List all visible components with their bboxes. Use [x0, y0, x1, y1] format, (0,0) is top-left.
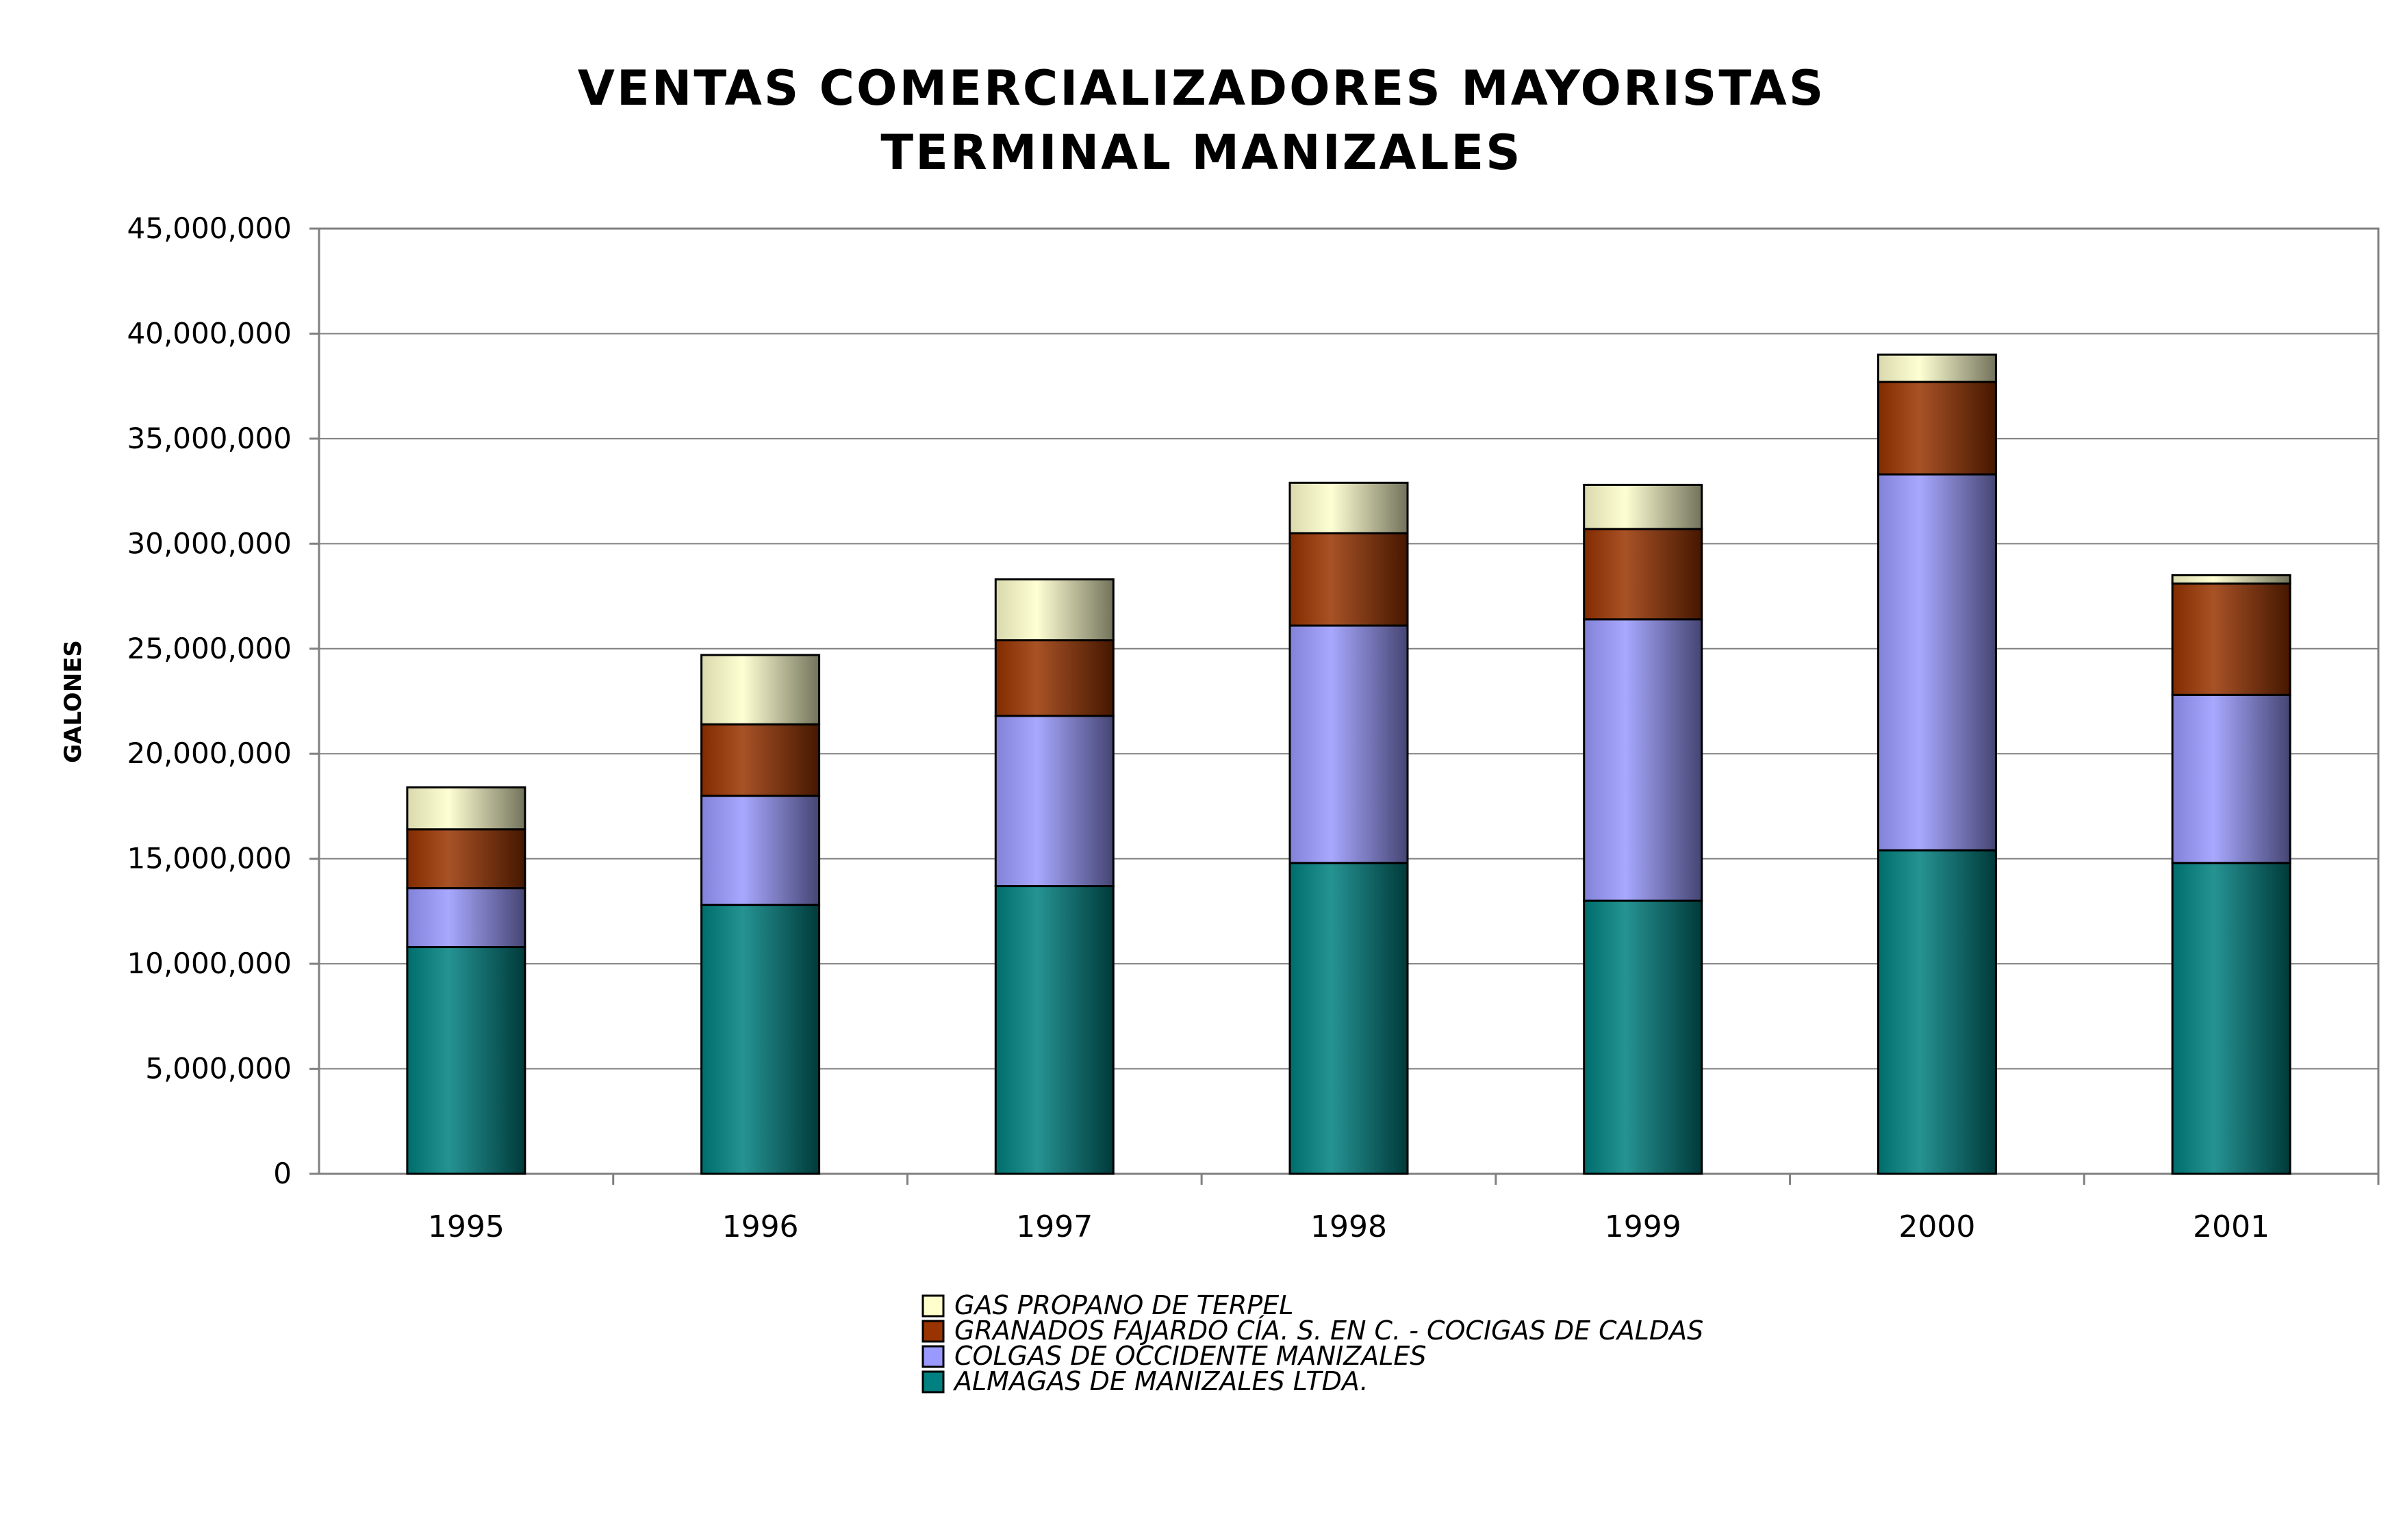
y-tick-label: 20,000,000 [127, 736, 292, 770]
y-axis-label: GALONES [60, 640, 87, 763]
bar-2000-series-1 [1877, 473, 1997, 851]
legend-label: GRANADOS FAJARDO CÍA. S. EN C. - COCIGAS… [954, 1316, 1703, 1346]
bar-1999-series-1 [1583, 618, 1703, 902]
bar-2001-series-1 [2171, 693, 2291, 864]
bar-1999-series-2 [1583, 528, 1703, 621]
bar-1999-series-0 [1583, 899, 1703, 1175]
bar-2000-series-3 [1877, 353, 1997, 383]
bar-1996-series-2 [700, 723, 821, 797]
bar-1997-series-2 [994, 639, 1115, 717]
y-tick-label: 15,000,000 [127, 842, 292, 875]
x-tick-label: 1998 [1310, 1209, 1387, 1244]
legend-label: GAS PROPANO DE TERPEL [954, 1290, 1293, 1320]
y-tick-label: 5,000,000 [145, 1052, 292, 1086]
y-tick-label: 45,000,000 [127, 211, 292, 245]
bar-1996-series-3 [700, 654, 821, 726]
bar-1996-series-1 [700, 795, 821, 906]
legend-label: COLGAS DE OCCIDENTE MANIZALES [954, 1341, 1427, 1371]
legend-swatch [921, 1294, 945, 1318]
bar-1997-series-1 [994, 715, 1115, 888]
y-tick-label: 35,000,000 [127, 422, 292, 455]
bar-2001-series-3 [2171, 574, 2291, 585]
bar-1998-series-0 [1288, 862, 1409, 1175]
bar-1997-series-3 [994, 578, 1115, 642]
bar-1999-series-3 [1583, 483, 1703, 530]
legend-swatch [921, 1370, 945, 1394]
y-tick-label: 10,000,000 [127, 947, 292, 980]
x-tick-label: 1996 [722, 1209, 799, 1244]
x-tick-label: 2000 [1898, 1209, 1975, 1244]
x-tick-label: 1995 [428, 1209, 505, 1244]
bar-1998-series-2 [1288, 532, 1409, 627]
bar-2001-series-2 [2171, 582, 2291, 696]
bar-1995-series-1 [406, 887, 526, 949]
y-tick-label: 0 [273, 1157, 292, 1190]
chart-title-line-2: TERMINAL MANIZALES [880, 125, 1523, 181]
bar-2000-series-2 [1877, 381, 1997, 476]
x-tick-label: 1997 [1016, 1209, 1093, 1244]
bar-1995-series-0 [406, 946, 526, 1175]
legend-swatch [921, 1345, 945, 1368]
legend-label: ALMAGAS DE MANIZALES LTDA. [952, 1366, 1369, 1396]
y-tick-label: 25,000,000 [127, 632, 292, 665]
y-tick-label: 40,000,000 [127, 316, 292, 350]
bar-1998-series-1 [1288, 624, 1409, 864]
y-tick-label: 30,000,000 [127, 526, 292, 560]
bar-1995-series-2 [406, 828, 526, 890]
x-tick-label: 1999 [1605, 1209, 1681, 1244]
bar-1996-series-0 [700, 903, 821, 1175]
legend-swatch [921, 1320, 945, 1343]
bar-1998-series-3 [1288, 481, 1409, 535]
bar-1997-series-0 [994, 885, 1115, 1175]
bar-1995-series-3 [406, 786, 526, 831]
chart-title-line-1: VENTAS COMERCIALIZADORES MAYORISTAS [577, 60, 1826, 116]
bar-2001-series-0 [2171, 862, 2291, 1175]
x-tick-label: 2001 [2193, 1209, 2270, 1244]
bar-2000-series-0 [1877, 849, 1997, 1175]
